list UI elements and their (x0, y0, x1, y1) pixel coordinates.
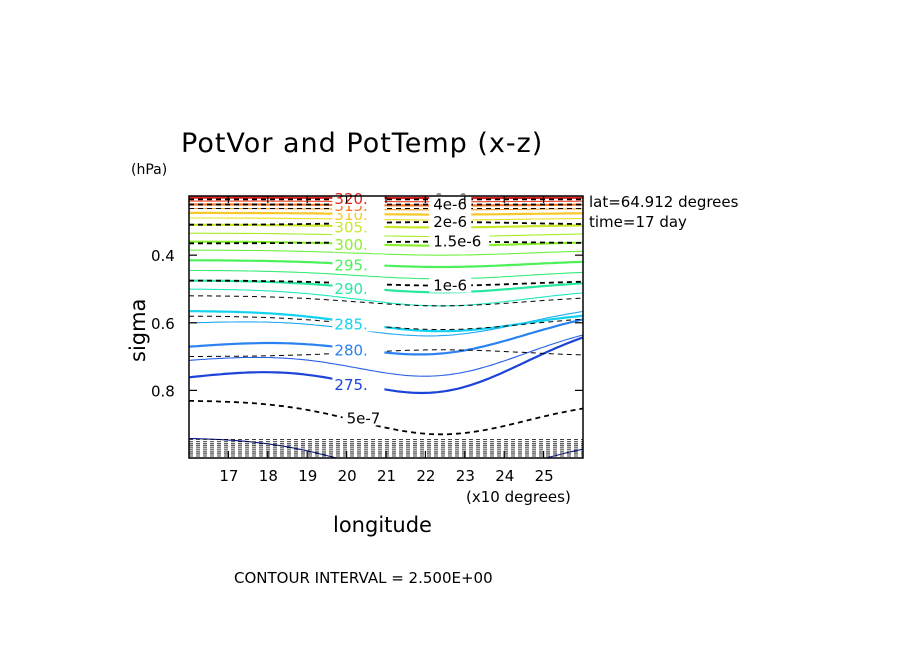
pottemp-contour-line (189, 232, 583, 238)
pottemp-contour-line (189, 437, 583, 458)
pottemp-contour-line (189, 259, 583, 269)
y-unit-note: (hPa) (131, 162, 167, 178)
x-tick-label: 25 (535, 467, 554, 485)
contour-label-background (332, 187, 385, 206)
contour-interval-footer: CONTOUR INTERVAL = 2.500E+00 (234, 569, 493, 587)
contour-label-background (429, 231, 490, 249)
pottemp-contour-line (189, 240, 583, 247)
potvor-contours (189, 198, 583, 457)
x-tick-label: 17 (219, 467, 238, 485)
potvor-contour-label: 4e-6 (433, 195, 467, 213)
pottemp-contour-label: 295. (334, 256, 367, 274)
pottemp-contour-line (189, 318, 583, 356)
y-tick-label: 0.8 (151, 382, 175, 400)
y-tick-label: 0.4 (151, 247, 175, 265)
pottemp-contour-label: 320. (334, 190, 367, 208)
pottemp-contour-label: 280. (334, 342, 367, 360)
x-tick-label: 24 (495, 467, 514, 485)
pottemp-contour-line (189, 217, 583, 221)
potvor-contour-line (189, 221, 583, 226)
pottemp-contour-label: 305. (334, 218, 367, 236)
x-unit-note: (x10 degrees) (466, 488, 571, 506)
pottemp-contour-line (189, 249, 583, 256)
pottemp-contour-line (189, 310, 583, 333)
potvor-contour-line (189, 349, 583, 357)
potvor-contour-line (189, 240, 583, 245)
contour-labels: 275.280.285.290.295.300.305.310.315.320.… (332, 187, 490, 427)
contour-label-background (342, 408, 385, 426)
contour-label-background (332, 254, 385, 273)
pottemp-contours (189, 196, 583, 458)
potvor-contour-line (189, 279, 583, 287)
x-tick-label: 21 (377, 467, 396, 485)
contour-label-background (332, 339, 385, 358)
potvor-contour-line (189, 400, 583, 436)
potvor-contour-label: 5e-7 (347, 409, 381, 427)
info-time: time=17 day (589, 213, 687, 231)
pottemp-contour-line (189, 288, 583, 307)
potvor-contour-label: 1e-6 (433, 277, 467, 295)
y-axis-title: sigma (126, 299, 150, 362)
axis-ticks: 17 18 19 20 21 22 23 24 25 0.4 0.6 0.8 (151, 196, 583, 485)
pottemp-contour-line (189, 211, 583, 216)
contour-label-background (429, 212, 472, 230)
chart-title: PotVor and PotTemp (x-z) (181, 128, 543, 159)
pottemp-contour-line (189, 223, 583, 229)
x-tick-label: 23 (456, 467, 475, 485)
x-tick-label: 18 (259, 467, 278, 485)
x-tick-label: 20 (338, 467, 357, 485)
info-latitude: lat=64.912 degrees (589, 193, 739, 211)
contour-label-background (332, 234, 385, 253)
contour-label-background (429, 194, 472, 212)
potvor-contour-line (189, 315, 583, 330)
contour-label-background (429, 275, 472, 293)
pottemp-contour-label: 300. (334, 236, 367, 254)
potvor-contour-label: 1.5e-6 (433, 233, 481, 251)
pottemp-contour-line (189, 334, 583, 377)
contour-label-background (332, 277, 385, 296)
potvor-contour-label: 2e-6 (433, 213, 467, 231)
x-tick-label: 22 (416, 467, 435, 485)
pottemp-contour-label: 285. (334, 315, 367, 333)
pottemp-contour-label: 275. (334, 376, 367, 394)
y-tick-label: 0.6 (151, 315, 175, 333)
contour-label-background (332, 313, 385, 332)
potvor-contour-line (189, 295, 583, 307)
contour-label-background (332, 374, 385, 393)
pottemp-contour-label: 290. (334, 280, 367, 298)
x-axis-title: longitude (333, 513, 432, 537)
pottemp-contour-line (189, 336, 583, 395)
pottemp-contour-line (189, 269, 583, 280)
x-tick-label: 19 (298, 467, 317, 485)
